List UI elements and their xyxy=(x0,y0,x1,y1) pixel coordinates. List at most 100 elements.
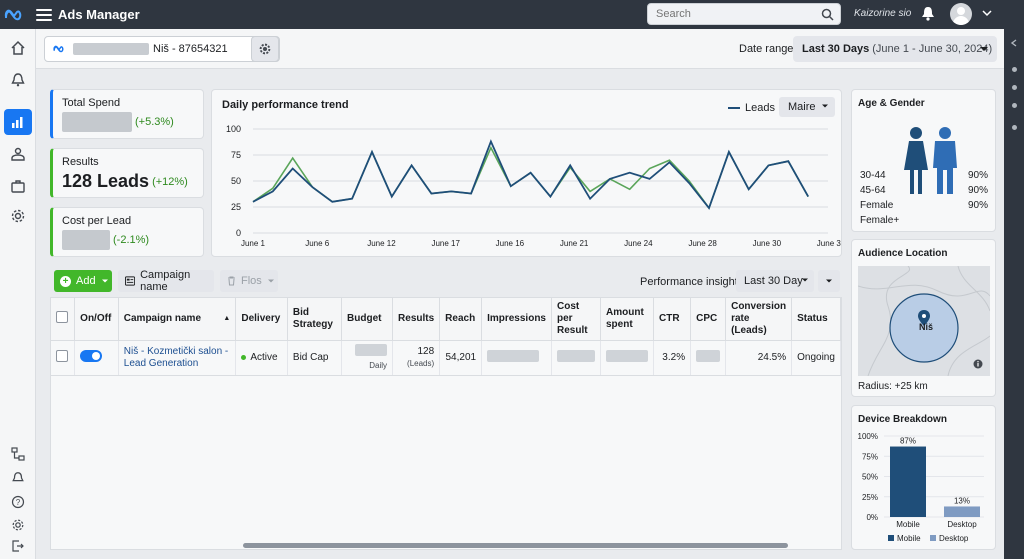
col-delivery[interactable]: Delivery xyxy=(235,298,288,341)
bid-strategy-cell: Bid Cap xyxy=(287,340,343,376)
horizontal-scrollbar[interactable] xyxy=(243,543,788,548)
x-tick-label: June 30 xyxy=(753,239,782,248)
chevron-down-icon xyxy=(822,104,828,108)
rail-dot-icon[interactable] xyxy=(1012,85,1017,90)
select-all-checkbox[interactable] xyxy=(56,311,68,323)
delivery-value: Active xyxy=(250,352,278,363)
left-sidebar: ? xyxy=(0,29,36,559)
col-results[interactable]: Results xyxy=(392,298,441,341)
bell-icon[interactable] xyxy=(921,6,935,22)
col-bid-strategy[interactable]: Bid Strategy xyxy=(287,298,343,341)
chevron-left-icon[interactable] xyxy=(1010,39,1018,47)
radius-label: Radius: +25 km xyxy=(858,381,928,392)
campaign-toggle[interactable] xyxy=(80,350,103,362)
gender-label: Female xyxy=(860,200,894,211)
settings-icon[interactable] xyxy=(4,512,32,538)
col-cost-per-result[interactable]: Cost per Result xyxy=(551,298,601,341)
chart-filter-dropdown[interactable]: Maire xyxy=(779,97,835,117)
settings-gear-icon[interactable] xyxy=(4,203,32,229)
blurred-value xyxy=(62,112,132,132)
panel-title: Audience Location xyxy=(858,248,948,259)
app-title: Ads Manager xyxy=(58,7,140,22)
add-button[interactable]: + Add xyxy=(54,270,112,292)
chevron-down-icon[interactable] xyxy=(982,9,992,17)
gear-icon xyxy=(259,43,271,55)
rail-dot-icon[interactable] xyxy=(1012,103,1017,108)
notifications-icon[interactable] xyxy=(4,67,32,93)
location-map[interactable]: Niš xyxy=(858,266,990,376)
budget-cell: Daily xyxy=(341,340,394,376)
x-tick-label: June 12 xyxy=(367,239,396,248)
logout-icon[interactable] xyxy=(4,533,32,559)
col-reach[interactable]: Reach xyxy=(439,298,483,341)
date-range-selector[interactable]: Last 30 Days (June 1 - June 30, 2024) xyxy=(793,36,997,62)
audience-icon[interactable] xyxy=(4,141,32,167)
add-label: Add xyxy=(76,275,96,287)
flos-label: Flos xyxy=(241,275,262,287)
x-tick-label: June 1 xyxy=(241,239,266,248)
y-tick-label: 0% xyxy=(866,513,878,522)
col-campaign-name[interactable]: Campaign name ▲ xyxy=(118,298,237,341)
search-input[interactable] xyxy=(656,8,816,20)
search-box[interactable] xyxy=(647,3,841,25)
map-graphic xyxy=(858,266,990,376)
date-range-value: Last 30 Days xyxy=(802,43,870,55)
col-onoff[interactable]: On/Off xyxy=(74,298,119,341)
kpi-label: Results xyxy=(62,156,99,168)
col-conversion-rate[interactable]: Conversion rate (Leads) xyxy=(725,298,793,341)
budget-sub: Daily xyxy=(369,361,388,370)
sort-up-icon[interactable]: ▲ xyxy=(223,315,231,322)
flos-button[interactable]: Flos xyxy=(220,270,278,292)
col-budget[interactable]: Budget xyxy=(341,298,394,341)
more-options-button[interactable] xyxy=(818,270,840,292)
col-amount-spent[interactable]: Amount spent xyxy=(600,298,654,341)
reports-icon[interactable] xyxy=(4,441,32,467)
chevron-down-icon xyxy=(267,279,274,283)
home-icon[interactable] xyxy=(4,35,32,61)
comparison-series-line xyxy=(252,145,809,210)
chevron-down-icon xyxy=(980,47,988,51)
panel-title: Device Breakdown xyxy=(858,414,947,425)
col-cpc[interactable]: CPC xyxy=(690,298,727,341)
kpi-cost-per-lead[interactable]: Cost per Lead (-2.1%) xyxy=(50,207,204,257)
row-checkbox[interactable] xyxy=(56,350,68,362)
rail-dot-icon[interactable] xyxy=(1012,67,1017,72)
onoff-cell[interactable] xyxy=(74,340,119,376)
campaign-name-link[interactable]: Niš - Kozmetički salon - Lead Generation xyxy=(123,346,229,369)
account-selector[interactable]: Niš - 87654321 xyxy=(44,36,280,62)
col-impressions[interactable]: Impressions xyxy=(481,298,552,341)
plus-icon: + xyxy=(60,275,71,287)
daily-trend-card: Daily performance trend Leads Maire 0 25 5… xyxy=(211,89,842,257)
chevron-down-icon xyxy=(802,278,808,282)
col-status[interactable]: Status xyxy=(791,298,841,341)
table-row[interactable]: Niš - Kozmetički salon - Lead Generation… xyxy=(51,340,841,376)
alerts-icon[interactable] xyxy=(4,465,32,491)
meta-logo-icon[interactable] xyxy=(0,0,28,29)
help-icon[interactable]: ? xyxy=(4,489,32,515)
kpi-results[interactable]: Results 128 Leads (+12%) xyxy=(50,148,204,198)
avatar[interactable] xyxy=(950,3,972,25)
device-bar-desktop xyxy=(944,506,980,517)
account-bar: Niš - 87654321 Date range Last 30 Days (… xyxy=(36,29,1004,69)
blurred-value xyxy=(557,350,595,362)
campaign-name-cell[interactable]: Niš - Kozmetički salon - Lead Generation xyxy=(118,340,237,376)
kpi-total-spend[interactable]: Total Spend (+5.3%) xyxy=(50,89,204,139)
x-tick-label: June 6 xyxy=(305,239,330,248)
col-ctr[interactable]: CTR xyxy=(653,298,692,341)
briefcase-icon[interactable] xyxy=(4,173,32,199)
performance-range-dropdown[interactable]: Last 30 Day xyxy=(736,270,814,292)
campaign-name-button[interactable]: Campaign name xyxy=(118,269,214,293)
x-tick-label: June 24 xyxy=(624,239,653,248)
kpi-value: 128 Leads xyxy=(62,171,150,191)
rail-dot-icon[interactable] xyxy=(1012,125,1017,130)
account-settings-button[interactable] xyxy=(251,36,279,62)
analytics-icon[interactable] xyxy=(4,109,32,135)
select-all-checkbox-cell[interactable] xyxy=(51,298,76,341)
info-icon[interactable] xyxy=(973,359,983,369)
row-checkbox-cell[interactable] xyxy=(51,340,76,376)
menu-icon[interactable] xyxy=(36,7,52,23)
gender-label: Female+ xyxy=(860,215,900,226)
y-tick-label: 100 xyxy=(226,124,241,134)
search-icon[interactable] xyxy=(821,8,834,21)
col-campaign-label: Campaign name xyxy=(123,313,202,324)
